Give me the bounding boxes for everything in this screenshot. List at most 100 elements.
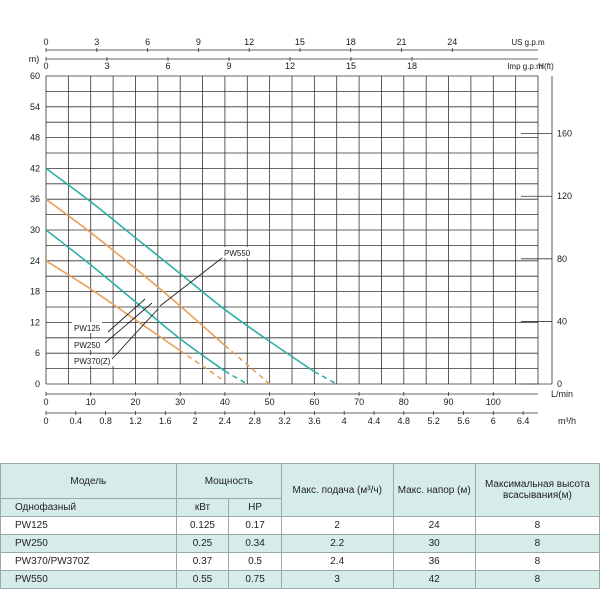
- cell-hp: 0.75: [228, 570, 282, 589]
- y-left-tick-label: 42: [30, 163, 40, 173]
- x-m3h-tick-label: 5.6: [457, 416, 470, 426]
- x-impgpm-tick-label: 6: [165, 61, 170, 71]
- series-label: PW550: [224, 249, 251, 258]
- curve-pw550: [45, 167, 315, 373]
- x-impgpm-tick-label: 0: [43, 61, 48, 71]
- header-hp: HP: [228, 498, 282, 517]
- y-left-tick-label: 60: [30, 71, 40, 81]
- cell-hp: 0.17: [228, 516, 282, 535]
- x-lmin-tick-label: 20: [130, 397, 140, 407]
- series-label-bg: [72, 322, 102, 333]
- series-label: PW370(Z): [74, 357, 111, 366]
- cell-model: PW370/PW370Z: [0, 552, 177, 571]
- x-impgpm-axis-label: Imp g.p.m: [507, 62, 543, 71]
- cell-kw: 0.25: [175, 534, 230, 553]
- x-lmin-tick-label: 90: [444, 397, 454, 407]
- table-row: PW550 0.55 0.75 3 42 8: [0, 570, 600, 589]
- x-lmin-axis-label: L/min: [551, 389, 573, 399]
- cell-suction: 8: [474, 552, 600, 571]
- y-right-axis-label: H(ft): [538, 62, 554, 71]
- cell-suction: 8: [474, 570, 600, 589]
- x-usgpm-tick-label: 0: [43, 37, 48, 47]
- cell-hp: 0.5: [228, 552, 282, 571]
- series-leader-line: [104, 302, 153, 344]
- y-right-tick-label: 80: [557, 254, 567, 264]
- header-single-phase: Однофазный: [0, 498, 177, 517]
- x-impgpm-tick-label: 15: [346, 61, 356, 71]
- y-left-tick-label: 12: [30, 317, 40, 327]
- cell-suction: 8: [474, 516, 600, 535]
- x-usgpm-tick-label: 21: [397, 37, 407, 47]
- y-left-axis-label: m): [29, 54, 40, 64]
- cell-head: 36: [392, 552, 476, 571]
- cell-hp: 0.34: [228, 534, 282, 553]
- series-leader-line: [159, 257, 223, 307]
- x-lmin-tick-label: 50: [265, 397, 275, 407]
- x-m3h-tick-label: 4.8: [398, 416, 411, 426]
- y-right-tick-label: 160: [557, 129, 572, 139]
- y-left-tick-label: 36: [30, 194, 40, 204]
- curve-tail-pw250: [224, 370, 248, 385]
- x-lmin-tick-label: 30: [175, 397, 185, 407]
- x-m3h-tick-label: 2: [193, 416, 198, 426]
- series-label: PW250: [74, 341, 101, 350]
- curve-tail-pw550: [313, 370, 338, 385]
- cell-model: PW550: [0, 570, 177, 589]
- y-left-tick-label: 6: [35, 348, 40, 358]
- cell-model: PW125: [0, 516, 177, 535]
- cell-kw: 0.125: [175, 516, 230, 535]
- cell-kw: 0.37: [175, 552, 230, 571]
- cell-head: 30: [392, 534, 476, 553]
- header-power: Мощность: [175, 463, 282, 499]
- y-right-tick-label: 0: [557, 379, 562, 389]
- curve-pw370z: [45, 198, 226, 347]
- table-header-row: Модель Мощность Макс. подача (м³/ч) Макс…: [0, 463, 600, 517]
- x-usgpm-tick-label: 24: [447, 37, 457, 47]
- x-lmin-tick-label: 10: [86, 397, 96, 407]
- x-usgpm-tick-label: 12: [244, 37, 254, 47]
- x-usgpm-tick-label: 3: [94, 37, 99, 47]
- x-m3h-tick-label: 2.8: [248, 416, 261, 426]
- y-left-tick-label: 48: [30, 133, 40, 143]
- x-impgpm-tick-label: 9: [226, 61, 231, 71]
- y-left-tick-label: 54: [30, 102, 40, 112]
- x-lmin-tick-label: 70: [354, 397, 364, 407]
- table-row: PW250 0.25 0.34 2.2 30 8: [0, 534, 600, 553]
- x-m3h-tick-label: 3.6: [308, 416, 321, 426]
- x-m3h-tick-label: 1.2: [129, 416, 142, 426]
- header-max-suction: Максимальная высота всасывания(м): [474, 463, 600, 517]
- cell-flow: 3: [280, 570, 394, 589]
- x-m3h-tick-label: 0: [43, 416, 48, 426]
- x-usgpm-tick-label: 9: [196, 37, 201, 47]
- series-label-bg: [72, 339, 102, 350]
- x-lmin-tick-label: 100: [486, 397, 501, 407]
- x-m3h-axis-label: m³/h: [558, 416, 576, 426]
- y-right-tick-label: 40: [557, 316, 567, 326]
- y-left-tick-label: 0: [35, 379, 40, 389]
- x-m3h-tick-label: 5.2: [427, 416, 440, 426]
- x-usgpm-tick-label: 18: [346, 37, 356, 47]
- y-left-tick-label: 30: [30, 225, 40, 235]
- curve-pw125: [45, 260, 181, 352]
- x-m3h-tick-label: 6.4: [517, 416, 530, 426]
- x-m3h-tick-label: 0.4: [70, 416, 83, 426]
- y-left-tick-label: 24: [30, 256, 40, 266]
- x-m3h-tick-label: 4.4: [368, 416, 381, 426]
- header-max-head: Макс. напор (м): [392, 463, 476, 517]
- x-lmin-tick-label: 60: [309, 397, 319, 407]
- series-label-bg: [72, 355, 118, 366]
- x-m3h-tick-label: 3.2: [278, 416, 291, 426]
- header-model: Модель: [0, 463, 177, 499]
- series-leader-line: [107, 298, 146, 333]
- y-right-tick-label: 120: [557, 191, 572, 201]
- table-subheader-row: Однофазный кВт HP: [0, 498, 600, 517]
- cell-head: 24: [392, 516, 476, 535]
- series-label: PW125: [74, 324, 101, 333]
- cell-suction: 8: [474, 534, 600, 553]
- series-label-bg: [222, 247, 252, 258]
- x-m3h-tick-label: 4: [342, 416, 347, 426]
- cell-flow: 2.4: [280, 552, 394, 571]
- series-leader-line: [111, 308, 159, 360]
- x-m3h-tick-label: 6: [491, 416, 496, 426]
